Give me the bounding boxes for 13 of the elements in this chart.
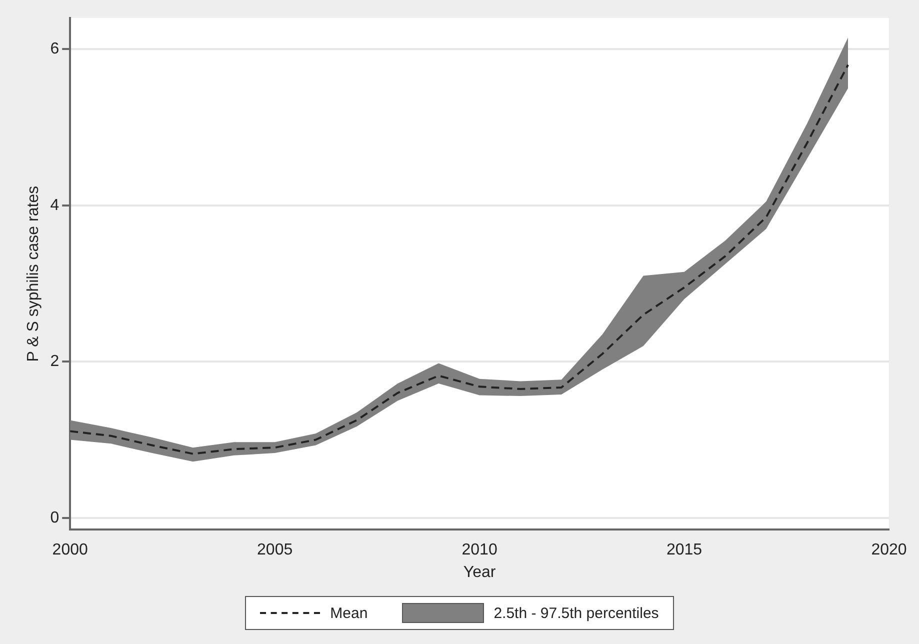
text: 2.5th - 97.5th percentiles	[494, 604, 659, 622]
legend-label: Mean	[330, 604, 368, 622]
y-tick-label: 4	[50, 196, 60, 214]
y-tick-label: 0	[50, 509, 60, 526]
x-tick-label: 2005	[257, 542, 293, 559]
x-tick-label: 2010	[462, 542, 498, 559]
x-axis-title: Year	[463, 564, 496, 581]
y-tick-label: 2	[50, 353, 60, 370]
x-tick-label: 2020	[871, 542, 907, 559]
y-axis-title: P & S syphilis case rates	[25, 186, 42, 362]
y-tick-label: 6	[50, 40, 60, 58]
x-tick-label: 2015	[666, 542, 702, 559]
x-tick-label: 2000	[52, 542, 88, 559]
